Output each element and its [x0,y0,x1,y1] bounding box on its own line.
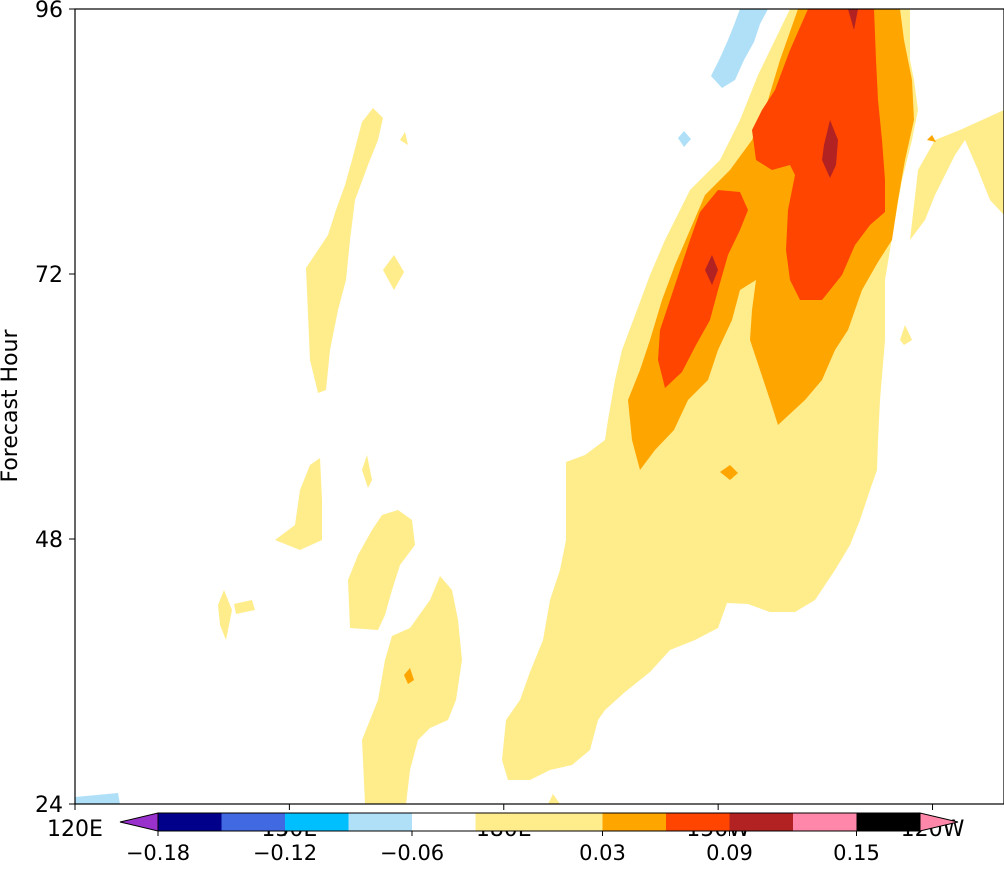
plot-area [74,8,1004,805]
colorbar-tick-label: 0.09 [706,841,753,865]
colorbar-tick-label: −0.06 [380,841,444,865]
colorbar-segment [729,813,793,831]
contour-darkred-top [848,9,858,30]
y-tick-label: 96 [35,0,63,23]
contour-yellow-far-left-a [218,590,232,640]
contour-orange-small-b [404,668,414,684]
contour-darkred-lower [705,255,718,285]
contour-yellow-mid [348,510,415,630]
colorbar-segment [793,813,857,831]
colorbar-extend-low [119,812,159,832]
contour-yellow-blob [383,255,404,290]
x-tick-label: 120E [47,817,103,842]
contour-yellow-far-left-b [234,600,255,614]
contour-light-blue-top [711,9,768,88]
plot-frame [74,8,1004,805]
y-axis-title: Forecast Hour [0,329,23,483]
contour-redorange-upper [752,9,885,300]
colorbar-segment [158,813,222,831]
y-tick-label: 72 [35,263,63,288]
contour-yellow-dot [400,132,408,145]
colorbar-tick-label: 0.15 [833,841,880,865]
contour-orange-small-a [720,465,738,480]
contour-orange-small-c [927,135,936,142]
colorbar: −0.18 −0.12 −0.06 0.03 0.09 0.15 [119,812,959,865]
contour-yellow-bottom [548,794,560,804]
colorbar-segment [666,813,730,831]
y-tick-label: 24 [35,793,63,818]
contour-yellow-right-edge [900,325,912,345]
colorbar-segment [412,813,476,831]
y-tick-label: 48 [35,528,63,553]
contour-yellow-left [275,458,322,550]
contour-darkred-center [822,120,838,178]
contour-light-blue-small [678,131,691,147]
contour-redorange-lower [658,190,748,388]
colorbar-segment [475,813,603,831]
colorbar-segment [285,813,349,831]
colorbar-segment [856,813,920,831]
contour-yellow-lower [362,576,462,804]
colorbar-frame [157,812,921,832]
contour-yellow-upper [306,108,383,393]
contour-light-blue-corner [75,793,120,804]
colorbar-tick-label: −0.18 [126,841,190,865]
colorbar-segment [602,813,666,831]
colorbar-tick-label: 0.03 [579,841,626,865]
colorbar-tick-label: −0.12 [253,841,317,865]
contour-yellow-right [910,9,1004,240]
colorbar-segment [221,813,285,831]
contour-yellow-sliver [362,455,372,488]
colorbar-segment [348,813,412,831]
contour-fills [75,9,1004,804]
